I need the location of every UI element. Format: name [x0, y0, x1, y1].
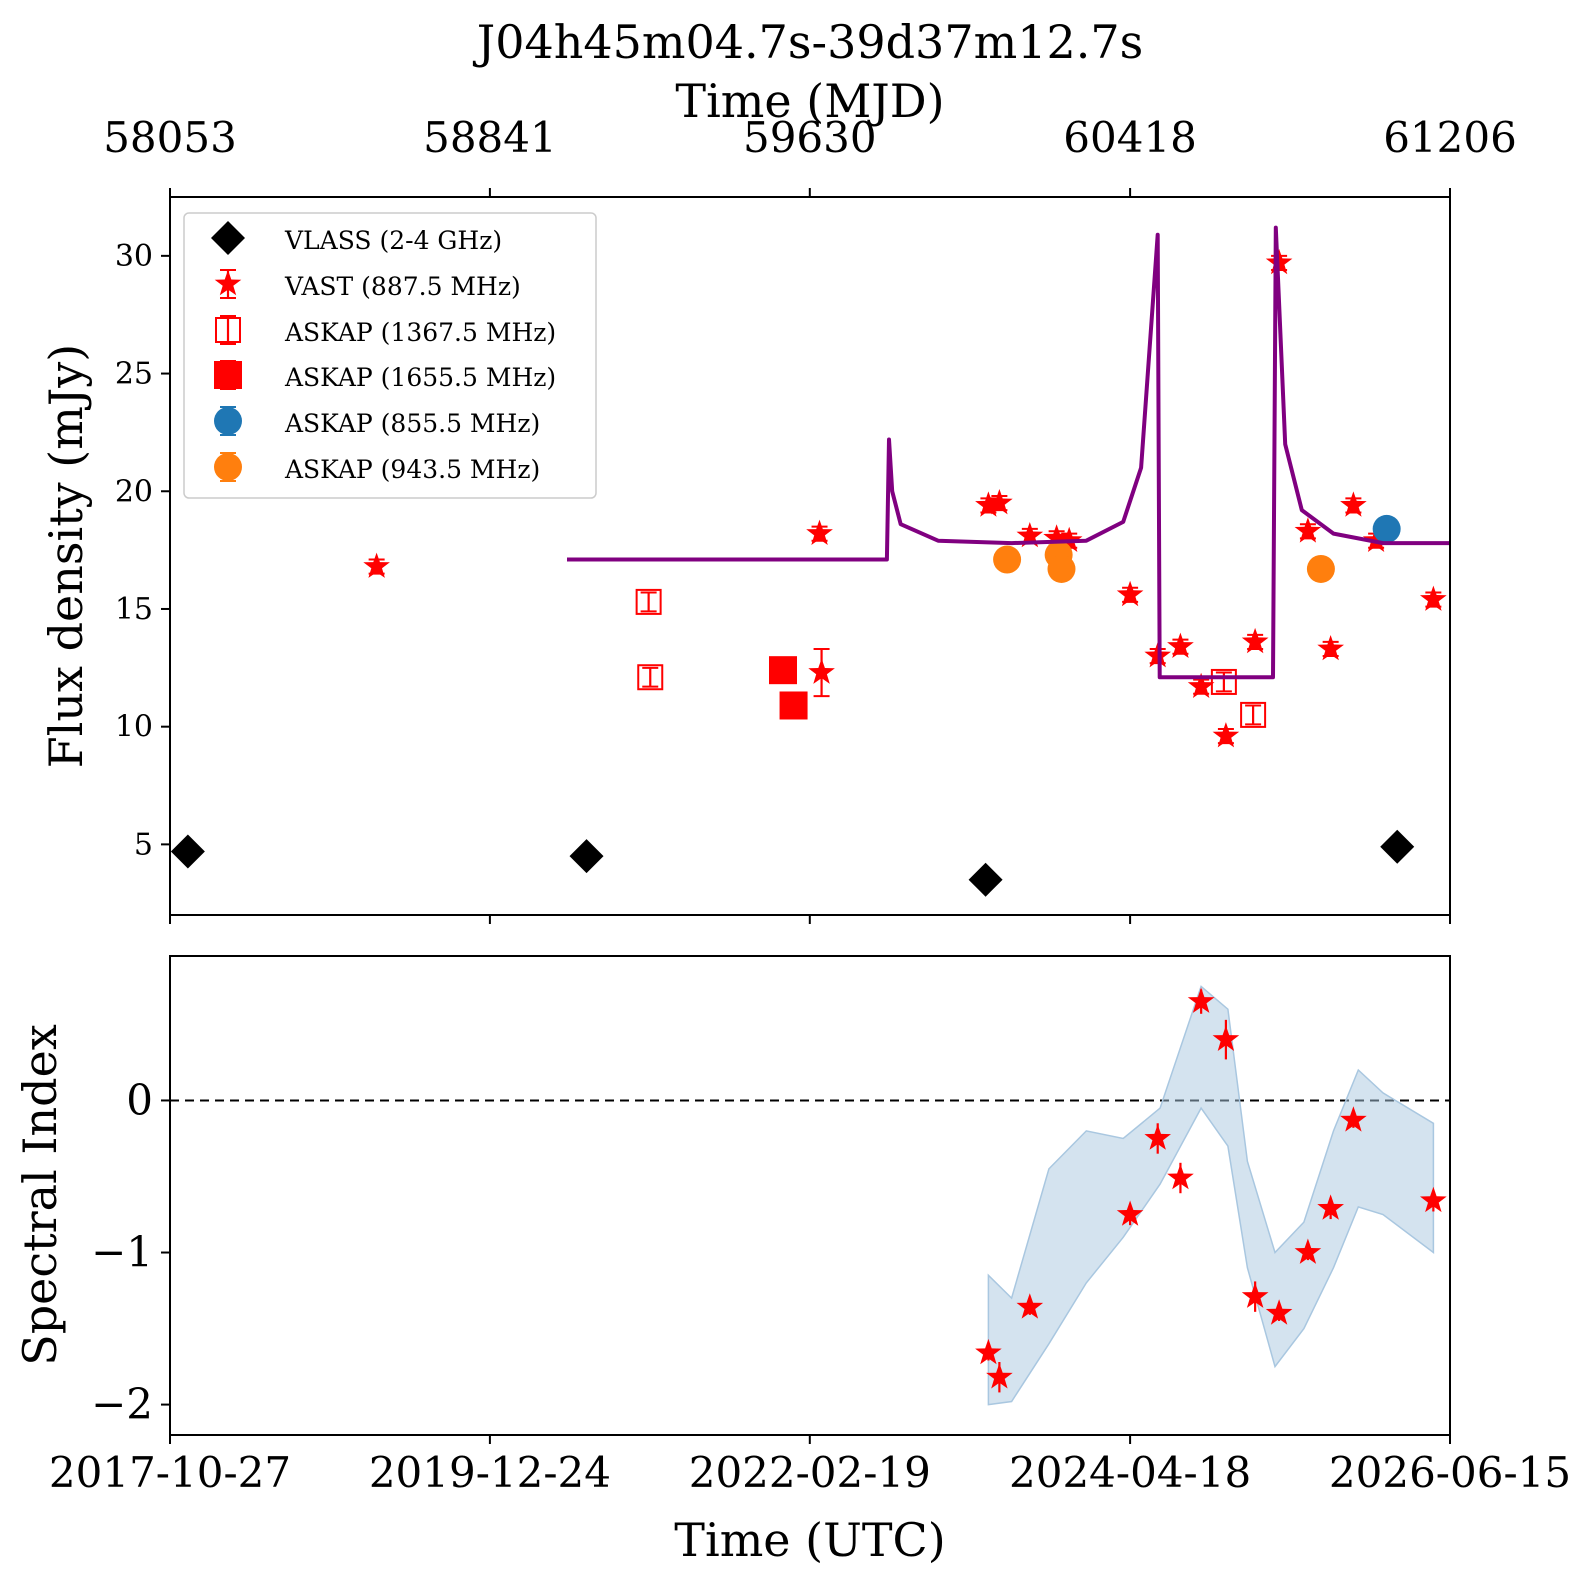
- spectral-index-point: [1187, 987, 1215, 1013]
- spectral-index-point: [1340, 1106, 1367, 1132]
- mjd-tick-label: 59630: [743, 113, 877, 162]
- mjd-tick-label: 58841: [423, 113, 557, 162]
- confidence-band: [987, 985, 1435, 1406]
- spectral-index-point: [986, 1363, 1013, 1389]
- model-curve: [567, 225, 1450, 680]
- spectral-index-point: [1116, 1200, 1144, 1226]
- y-tick-label: 5: [134, 827, 153, 862]
- y-tick-label: 15: [115, 592, 153, 627]
- data-point-star: [1167, 632, 1194, 658]
- data-point-open-square: [635, 588, 662, 615]
- legend-marker-circle: [214, 453, 242, 481]
- legend-label-vast: VAST (887.5 MHz): [284, 272, 521, 301]
- data-point-star: [1043, 524, 1070, 550]
- data-point-square: [769, 656, 798, 685]
- chart-title: J04h45m04.7s-39d37m12.7s: [473, 15, 1143, 69]
- mjd-tick-label: 61206: [1383, 113, 1517, 162]
- spectral-index-point: [1294, 1238, 1322, 1264]
- legend: VLASS (2-4 GHz) VAST (887.5 MHz) ASKAP (…: [183, 212, 597, 499]
- data-point-star: [806, 519, 833, 545]
- legend-marker-diamond: [211, 221, 245, 255]
- y-tick-label: 30: [115, 239, 153, 274]
- legend-label-askap-855: ASKAP (855.5 MHz): [284, 409, 540, 438]
- data-point-diamond: [170, 834, 205, 869]
- top-axis-label: Time (MJD): [675, 74, 944, 128]
- y-tick-label: 10: [115, 710, 153, 745]
- data-point-circle: [1306, 554, 1335, 583]
- data-point-star: [1187, 672, 1215, 698]
- x-tick-label: 2022-02-19: [689, 1448, 931, 1497]
- data-point-star: [975, 491, 1002, 517]
- legend-marker-square: [214, 361, 242, 389]
- spectral-index-point: [1016, 1293, 1044, 1319]
- spectral-y-tick-label: −1: [91, 1228, 153, 1277]
- data-point-star: [363, 552, 390, 578]
- data-point-star: [1016, 522, 1044, 548]
- legend-label-askap-1367: ASKAP (1367.5 MHz): [284, 318, 556, 347]
- legend-label-askap-943: ASKAP (943.5 MHz): [284, 455, 540, 484]
- spectral-y-tick-label: −2: [91, 1380, 153, 1429]
- y-tick-label: 25: [115, 357, 153, 392]
- y-axis-label-flux: Flux density (mJy): [39, 344, 93, 768]
- axes-ticks: 2017-10-27 58053 2019-12-24 58841 2022-02-19…: [49, 113, 1571, 1497]
- top-axes-frame: [169, 196, 1451, 916]
- y-tick-label: 20: [115, 474, 153, 509]
- bottom-axes-frame: [169, 955, 1451, 1436]
- legend-label-vlass: VLASS (2-4 GHz): [284, 226, 502, 255]
- data-point-star: [1241, 627, 1269, 654]
- data-point-open-square: [1240, 701, 1267, 728]
- x-tick-label: 2017-10-27: [49, 1448, 291, 1497]
- data-point-diamond: [1380, 829, 1415, 864]
- data-point-star: [986, 489, 1013, 515]
- spectral-index-point: [1241, 1282, 1269, 1308]
- legend-marker-star: [214, 270, 242, 296]
- spectral-index-point: [1265, 1299, 1293, 1325]
- spectral-index-point: [1212, 1025, 1240, 1051]
- data-point-star: [1362, 526, 1390, 552]
- mjd-tick-label: 58053: [103, 113, 237, 162]
- top-plot-area: [170, 225, 1450, 897]
- legend-label-askap-1655: ASKAP (1655.5 MHz): [284, 363, 556, 392]
- data-point-open-square: [637, 664, 664, 691]
- data-point-square: [779, 691, 808, 720]
- data-point-circle: [993, 545, 1022, 574]
- spectral-y-tick-label: 0: [126, 1075, 153, 1124]
- data-point-star: [1116, 580, 1144, 607]
- spectral-index-point: [1420, 1186, 1447, 1213]
- data-point-circle: [1372, 514, 1401, 543]
- data-point-star: [1294, 517, 1322, 543]
- x-axis-label: Time (UTC): [674, 1513, 945, 1567]
- data-point-star: [1420, 585, 1447, 611]
- data-point-open-square: [1210, 668, 1237, 695]
- data-point-star: [1340, 491, 1367, 517]
- data-point-diamond: [968, 862, 1003, 897]
- x-tick-label: 2019-12-24: [369, 1448, 611, 1497]
- data-point-star: [808, 658, 835, 684]
- legend-box: [183, 212, 597, 499]
- spectral-index-point: [1317, 1194, 1344, 1220]
- y-axis-label-spectral: Spectral Index: [13, 1024, 67, 1366]
- legend-marker-open-square: [215, 317, 241, 343]
- data-point-star: [1212, 722, 1240, 748]
- x-tick-label: 2024-04-18: [1009, 1448, 1251, 1497]
- data-point-star: [1317, 635, 1344, 661]
- spectral-index-point: [1144, 1124, 1171, 1150]
- legend-marker-circle: [214, 407, 242, 435]
- data-point-diamond: [569, 839, 604, 874]
- spectral-index-point: [975, 1338, 1002, 1365]
- data-point-circle: [1047, 554, 1076, 583]
- mjd-tick-label: 60418: [1063, 113, 1197, 162]
- spectral-index-point: [1167, 1164, 1194, 1190]
- x-tick-label: 2026-06-15: [1329, 1448, 1571, 1497]
- bottom-plot-area: [170, 985, 1450, 1406]
